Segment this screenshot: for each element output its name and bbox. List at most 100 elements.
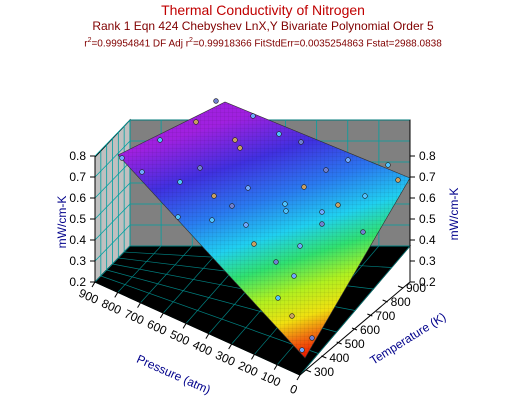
left-z-tick-label: 0.6 <box>69 191 86 205</box>
data-point-marker <box>309 335 315 341</box>
temperature-tick <box>351 327 358 331</box>
data-point-marker <box>177 179 183 185</box>
right-z-tick-label: 0.6 <box>419 191 436 205</box>
pressure-tick-label: 900 <box>77 286 101 307</box>
chart-subtitle: Rank 1 Eqn 424 Chebyshev LnX,Y Bivariate… <box>92 19 434 33</box>
data-point-marker <box>245 185 251 191</box>
left-wall-gridline <box>94 119 131 157</box>
fit-statistics: r2=0.99954841 DF Adj r2=0.99918366 FitSt… <box>0 34 526 50</box>
data-point-marker <box>297 243 303 249</box>
temperature-axis-line <box>299 281 411 376</box>
pressure-axis-line <box>94 281 301 376</box>
left-z-tick-label: 0.3 <box>69 254 86 268</box>
data-point-marker <box>299 347 305 353</box>
right-z-tick-label: 0.5 <box>419 212 436 226</box>
data-point-marker <box>319 209 325 215</box>
right-z-tick-label: 0.3 <box>419 254 436 268</box>
data-point-marker <box>213 98 219 104</box>
right-z-tick-label: 0.4 <box>419 233 436 247</box>
pressure-tick <box>91 281 96 288</box>
temperature-tick-label: 700 <box>375 309 395 323</box>
data-point-marker <box>395 177 401 183</box>
data-point-marker <box>319 221 325 227</box>
pressure-tick <box>182 323 187 329</box>
floor-temp-gridline <box>100 275 319 354</box>
left-z-tick-label: 0.8 <box>69 149 86 163</box>
data-point-marker <box>243 222 249 228</box>
surface-mesh <box>118 102 410 358</box>
r2-label: r <box>84 38 88 50</box>
pressure-tick-label: 400 <box>191 338 215 359</box>
data-point-marker <box>197 165 203 171</box>
data-point-marker <box>283 208 289 214</box>
temperature-tick <box>397 285 404 289</box>
right-z-tick-label: 0.7 <box>419 170 436 184</box>
right-z-tick-label: 0.8 <box>419 149 436 163</box>
temperature-tick-label: 900 <box>406 281 426 295</box>
r2-superscript: 2 <box>87 37 92 44</box>
temperature-tick-label: 600 <box>360 323 380 337</box>
data-point-marker <box>289 313 295 319</box>
temperature-tick <box>367 313 373 317</box>
temperature-tick <box>305 369 312 373</box>
data-point-marker <box>360 229 366 235</box>
data-point-marker <box>250 113 256 119</box>
temperature-tick <box>382 299 388 303</box>
data-point-marker <box>298 139 304 145</box>
left-z-tick-label: 0.4 <box>69 233 86 247</box>
pressure-tick-label: 800 <box>99 296 123 317</box>
pressure-tick <box>273 364 278 370</box>
data-point-marker <box>345 157 351 163</box>
data-points <box>119 98 401 353</box>
right-z-tick-label: 0.2 <box>419 275 436 289</box>
temperature-tick <box>321 355 327 359</box>
data-point-marker <box>291 273 297 279</box>
pressure-axis-title: Pressure (atm) <box>135 352 213 397</box>
pressure-tick-label: 200 <box>236 358 260 379</box>
temperature-tick-label: 500 <box>345 337 365 351</box>
data-point-marker <box>273 259 279 265</box>
pressure-tick <box>205 333 210 339</box>
left-z-tick-label: 0.7 <box>69 170 86 184</box>
pressure-tick-label: 300 <box>213 348 237 369</box>
data-point-marker <box>211 193 217 199</box>
temperature-tick-label: 300 <box>314 365 334 379</box>
pressure-tick <box>114 292 119 298</box>
data-point-marker <box>157 137 163 143</box>
left-z-tick-label: 0.5 <box>69 212 86 226</box>
data-point-marker <box>362 193 368 199</box>
pressure-tick-label: 100 <box>259 369 283 390</box>
chart-title: Thermal Conductivity of Nitrogen <box>161 2 365 18</box>
pressure-tick <box>228 343 233 350</box>
pressure-tick-label: 500 <box>168 327 192 348</box>
temperature-tick-label: 800 <box>391 295 411 309</box>
pressure-tick-label: 0 <box>288 382 300 398</box>
left-z-axis-title: mW/cm-K <box>55 196 69 249</box>
temperature-tick <box>336 341 342 345</box>
pressure-tick <box>251 354 255 360</box>
adj-r2-value: =0.99918366 FitStdErr=0.0035254863 Fstat… <box>192 38 442 50</box>
adj-r2-superscript: 2 <box>189 37 193 44</box>
data-point-marker <box>282 201 288 207</box>
data-point-marker <box>251 241 257 247</box>
pressure-tick <box>137 302 141 308</box>
data-point-marker <box>119 155 125 161</box>
data-point-marker <box>209 217 215 223</box>
left-z-tick-label: 0.2 <box>69 275 86 289</box>
data-point-marker <box>229 203 235 209</box>
data-point-marker <box>175 214 181 220</box>
right-z-axis-title: mW/cm-K <box>447 188 461 241</box>
data-point-marker <box>139 169 145 175</box>
chart-titles: Thermal Conductivity of Nitrogen Rank 1 … <box>0 0 526 50</box>
data-point-marker <box>323 167 329 173</box>
data-point-marker <box>301 184 307 190</box>
data-point-marker <box>385 162 391 168</box>
data-point-marker <box>276 131 282 137</box>
pressure-tick-label: 600 <box>145 317 169 338</box>
r2-value: =0.99954841 DF Adj r <box>91 38 190 50</box>
data-point-marker <box>232 137 238 143</box>
data-point-marker <box>237 145 243 151</box>
pressure-tick <box>159 312 164 319</box>
data-point-marker <box>275 295 281 301</box>
